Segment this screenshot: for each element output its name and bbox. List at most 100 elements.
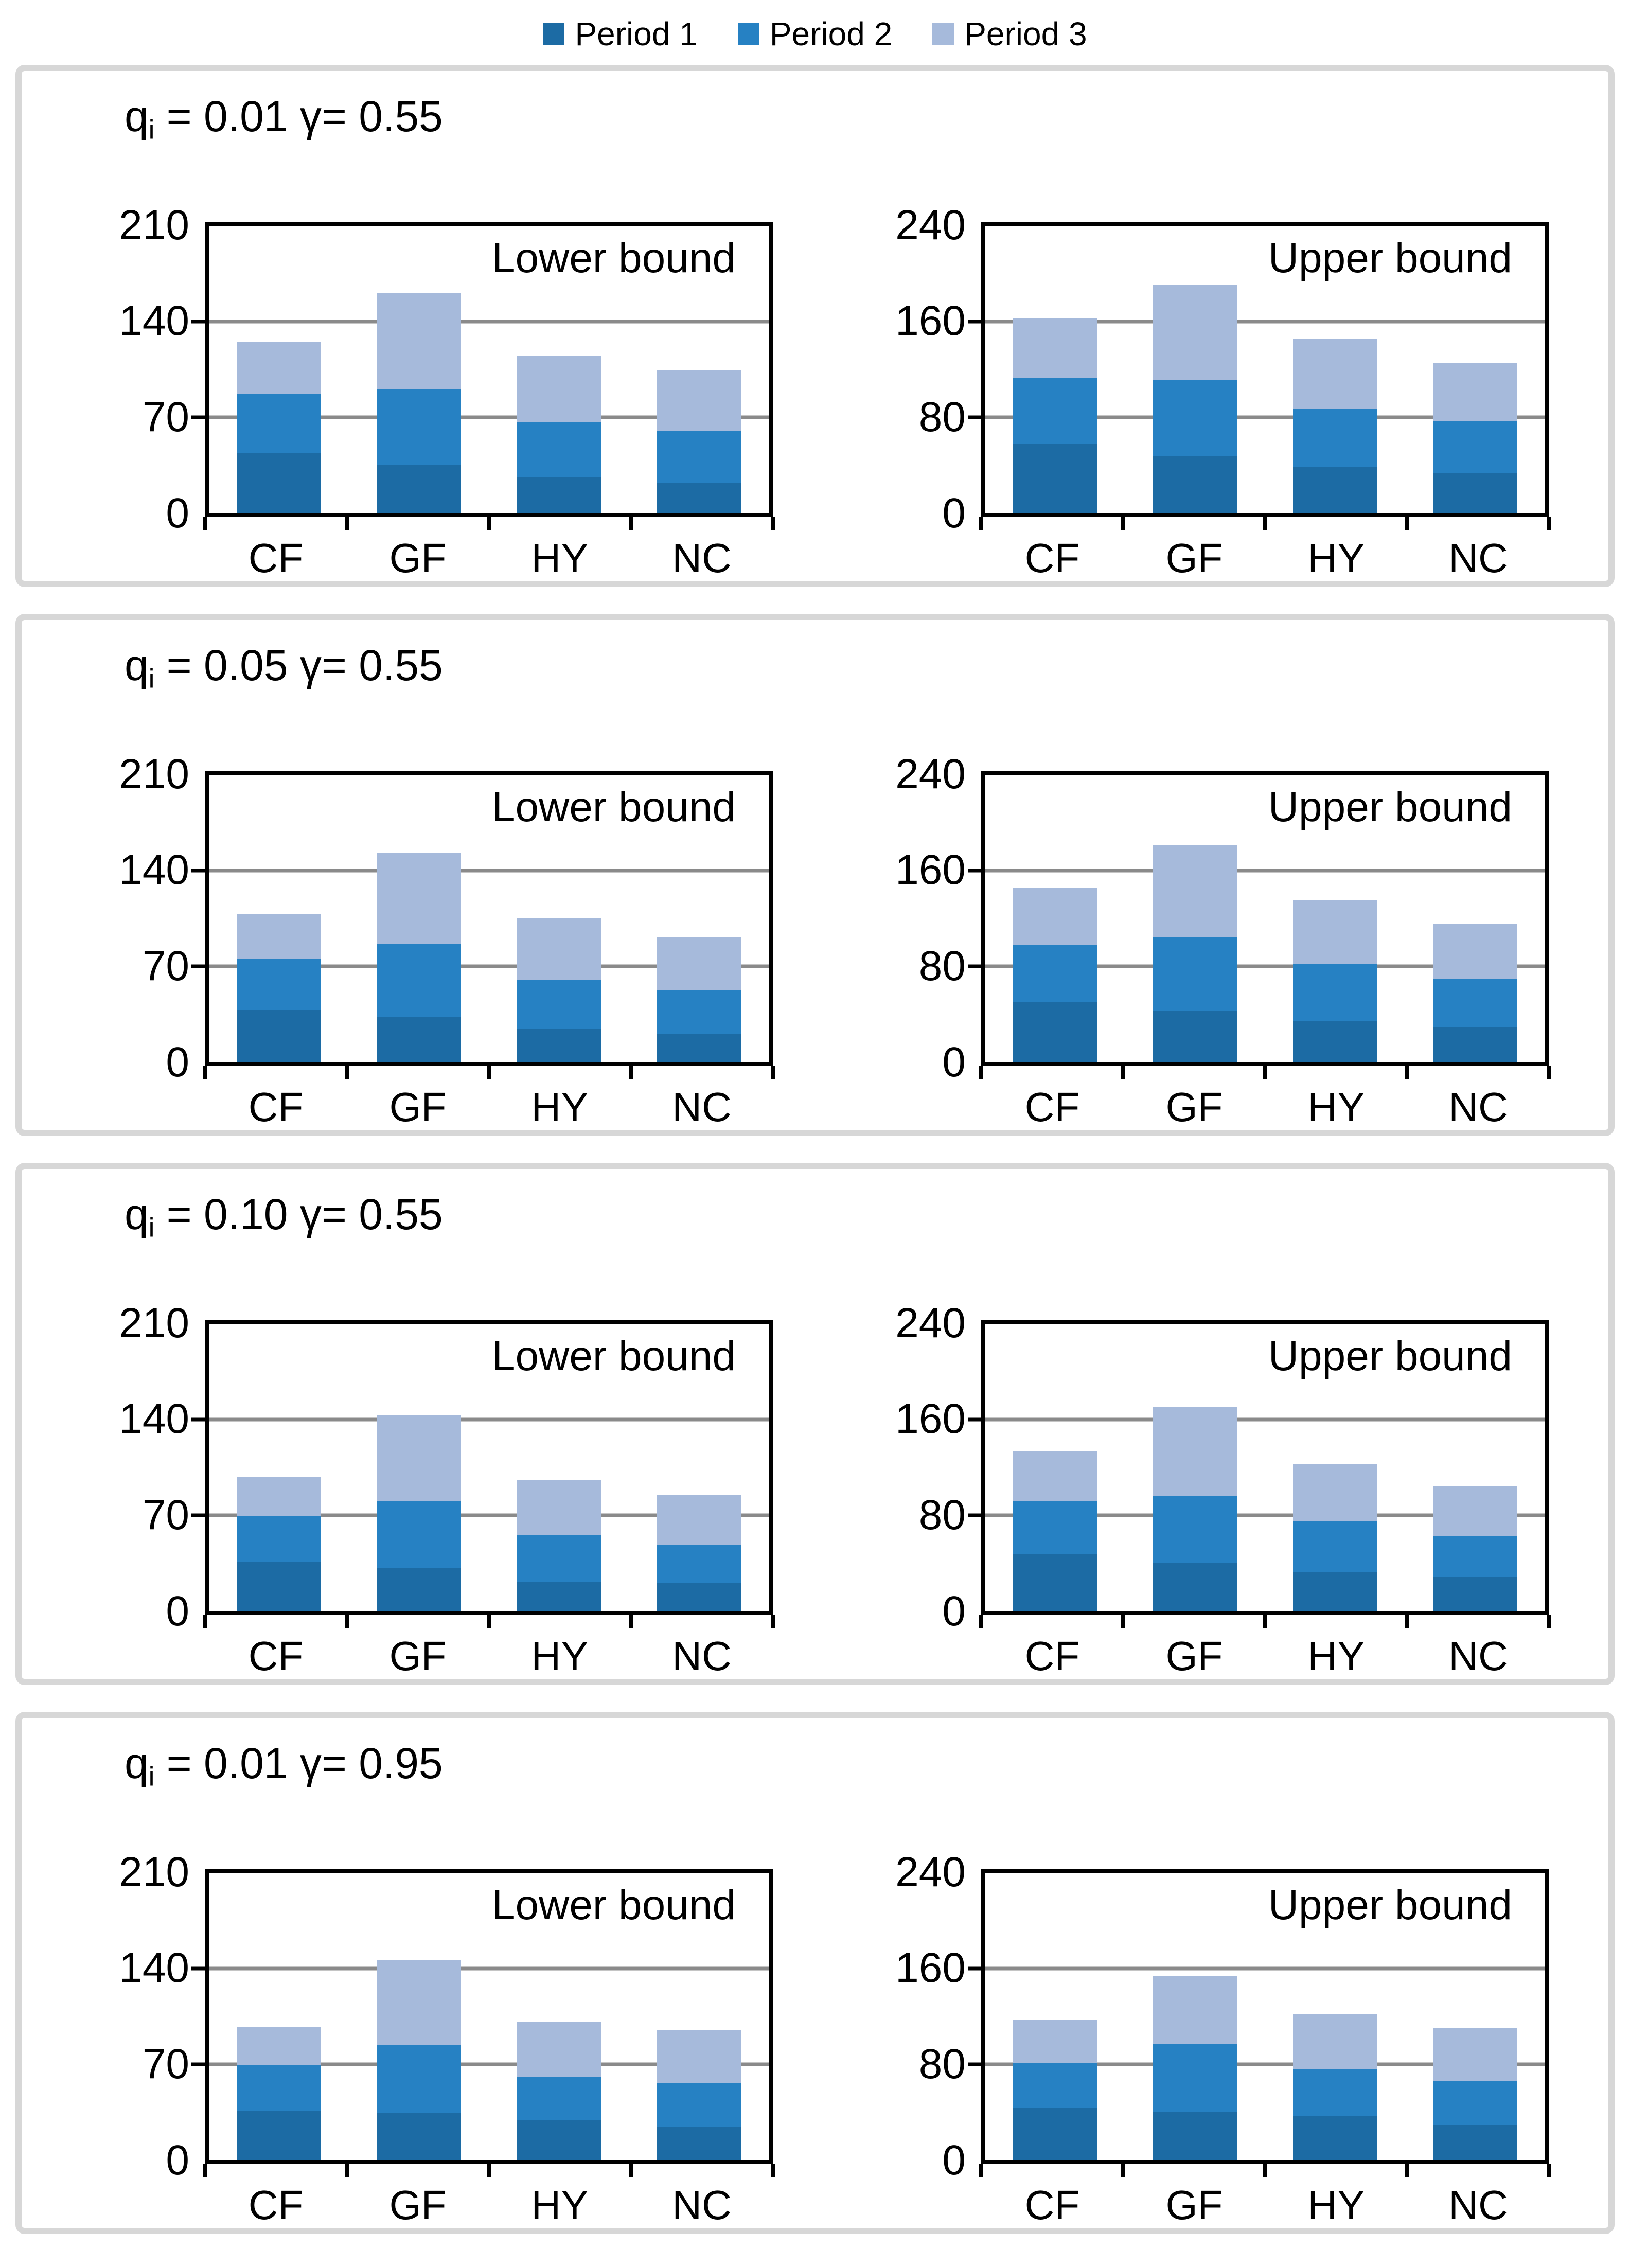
bar-segment-period2: [657, 990, 741, 1035]
bar-segment-period1: [377, 1568, 461, 1611]
charts-row: 210 140 70 0 Lower bound CF GF HY NC 240 160 80 0…: [22, 204, 1608, 581]
bar-segment-period2: [517, 422, 601, 477]
bar-segment-period3: [237, 2027, 321, 2066]
y-axis-tick: [968, 320, 981, 324]
bar-segment-period1: [1293, 2115, 1377, 2160]
bar-segment-period3: [1013, 1451, 1097, 1501]
x-axis-tick: [345, 1615, 349, 1628]
plot-area: Upper bound: [968, 1868, 1549, 2164]
bar-segment-period1: [1013, 2108, 1097, 2160]
gridline: [209, 1966, 769, 1971]
x-category-label: CF: [248, 1084, 304, 1130]
x-axis-tick: [979, 2164, 983, 2177]
bar-segment-period3: [377, 853, 461, 945]
bar-segment-period2: [1433, 2081, 1517, 2125]
bar-segment-period1: [517, 1582, 601, 1611]
bar-segment-period1: [657, 1034, 741, 1062]
bar-segment-period1: [377, 465, 461, 513]
y-tick-label: 0: [166, 2136, 189, 2184]
y-tick-label: 0: [942, 2136, 966, 2184]
x-category-label: NC: [672, 535, 732, 581]
x-category-label: HY: [1307, 1633, 1365, 1679]
bar-segment-period1: [377, 1016, 461, 1062]
x-category-label: CF: [248, 1633, 304, 1679]
x-axis-tick: [1121, 1066, 1125, 1079]
bar-segment-period2: [1013, 944, 1097, 1002]
x-axis-tick: [1405, 2164, 1409, 2177]
x-category-label: GF: [389, 2182, 447, 2228]
bar-segment-period3: [377, 292, 461, 390]
y-tick-label: 140: [119, 846, 189, 894]
legend-item-period1: Period 1: [543, 17, 698, 50]
panel: qi = 0.05 γ= 0.55 210 140 70 0 Lower bound …: [15, 614, 1615, 1136]
period3-swatch-icon: [932, 23, 954, 45]
chart-lower-bound: 210 140 70 0 Lower bound CF GF HY NC: [76, 1851, 775, 2228]
bar-segment-period3: [1153, 845, 1237, 937]
bar-segment-period3: [237, 914, 321, 960]
gridline: [985, 964, 1545, 968]
bar-segment-period1: [237, 1009, 321, 1062]
bar-segment-period2: [1153, 937, 1237, 1011]
period1-swatch-icon: [543, 23, 565, 45]
panel-title: qi = 0.05 γ= 0.55: [125, 641, 443, 694]
x-category-label: NC: [1448, 2182, 1508, 2228]
y-tick-label: 160: [895, 1395, 966, 1443]
x-axis-tick: [1547, 1066, 1551, 1079]
bar-segment-period2: [1293, 963, 1377, 1021]
charts-row: 210 140 70 0 Lower bound CF GF HY NC 240 160 80 0…: [22, 1851, 1608, 2228]
y-axis: 240 160 80 0: [853, 1302, 981, 1632]
y-axis: 210 140 70 0: [76, 1851, 205, 2181]
x-category-label: GF: [1165, 1633, 1223, 1679]
panel-title: qi = 0.01 γ= 0.55: [125, 92, 443, 145]
bar-segment-period1: [237, 452, 321, 513]
y-tick-label: 160: [895, 297, 966, 345]
bar-segment-period3: [1013, 317, 1097, 378]
x-category-label: HY: [531, 1084, 589, 1130]
bar-segment-period2: [657, 1545, 741, 1584]
x-axis-tick: [345, 2164, 349, 2177]
y-tick-label: 70: [142, 1491, 189, 1538]
bar-segment-period1: [1013, 443, 1097, 513]
y-tick-label: 240: [895, 1848, 966, 1895]
x-axis: CF GF HY NC: [979, 517, 1551, 581]
charts-row: 210 140 70 0 Lower bound CF GF HY NC 240 160 80 0…: [22, 753, 1608, 1130]
legend-label: Period 2: [769, 15, 893, 52]
x-axis-tick: [1547, 2164, 1551, 2177]
y-tick-label: 210: [119, 1299, 189, 1346]
x-category-label: HY: [531, 2182, 589, 2228]
bar-segment-period1: [237, 2110, 321, 2160]
plot-area: Upper bound: [968, 221, 1549, 517]
x-category-label: GF: [1165, 535, 1223, 581]
x-axis-tick: [203, 1066, 207, 1079]
period2-swatch-icon: [737, 23, 759, 45]
bar-segment-period1: [657, 483, 741, 513]
bar-segment-period3: [377, 1960, 461, 2045]
x-axis-tick: [203, 2164, 207, 2177]
bar-segment-period1: [1153, 456, 1237, 513]
x-axis-tick: [979, 1066, 983, 1079]
bar-segment-period3: [1013, 888, 1097, 945]
x-axis-tick: [1121, 1615, 1125, 1628]
bar-segment-period3: [1433, 924, 1517, 980]
x-category-label: GF: [389, 535, 447, 581]
x-category-label: NC: [1448, 1633, 1508, 1679]
bound-label: Upper bound: [1268, 1332, 1512, 1379]
bar-segment-period2: [517, 980, 601, 1029]
y-tick-label: 0: [166, 1038, 189, 1086]
y-axis-tick: [968, 1418, 981, 1422]
bar-segment-period1: [377, 2113, 461, 2160]
x-axis: CF GF HY NC: [203, 1066, 775, 1130]
bar-segment-period3: [1153, 284, 1237, 380]
y-tick-label: 210: [119, 750, 189, 798]
x-axis-tick: [203, 517, 207, 530]
y-tick-label: 140: [119, 1395, 189, 1443]
x-axis: CF GF HY NC: [203, 2164, 775, 2228]
bar-segment-period1: [1013, 1002, 1097, 1062]
x-axis-tick: [1263, 1066, 1267, 1079]
bar-segment-period3: [1153, 1975, 1237, 2044]
bar-segment-period3: [1293, 1463, 1377, 1521]
x-axis-tick: [629, 2164, 633, 2177]
x-category-label: GF: [1165, 1084, 1223, 1130]
x-category-label: GF: [389, 1633, 447, 1679]
bar-segment-period3: [1433, 2028, 1517, 2081]
